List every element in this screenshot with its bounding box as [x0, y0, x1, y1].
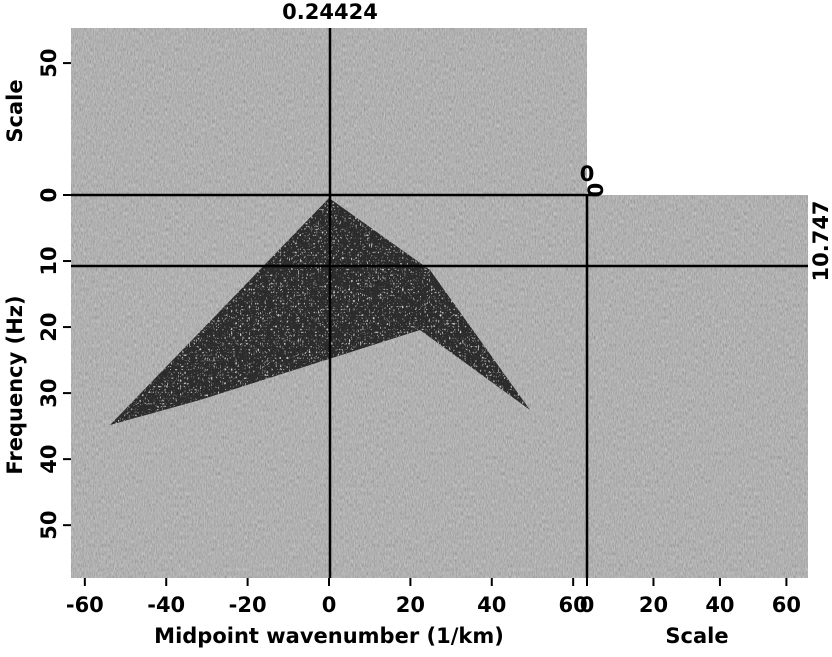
right-tick-label: 20: [639, 593, 668, 617]
top-axis-title: Scale: [3, 79, 27, 142]
y-tick-label: 50: [37, 511, 61, 540]
x-axis-title: Midpoint wavenumber (1/km): [154, 624, 504, 648]
crosshair-x-label: 0.24424: [282, 0, 378, 24]
right-tick-label: 60: [772, 593, 801, 617]
x-tick-label: 0: [322, 593, 337, 617]
y-tick-label: 10: [37, 246, 61, 275]
crosshair-scale-label: 0: [584, 183, 608, 198]
x-tick-label: 20: [396, 593, 425, 617]
image-panels: [71, 28, 808, 578]
y-tick-label: 0: [37, 188, 61, 203]
crosshair-y-label: 10.747: [809, 200, 832, 281]
x-tick-label: -60: [66, 593, 104, 617]
crosshair-scale-label: 0: [580, 162, 595, 186]
x-tick-label: 60: [559, 593, 588, 617]
x-tick-label: -40: [147, 593, 185, 617]
top-tick-label: 0: [37, 188, 61, 203]
right-tick-label: 40: [705, 593, 734, 617]
side-panel: [587, 195, 808, 578]
y-axis-title: Frequency (Hz): [3, 295, 27, 474]
x-tick-label: -20: [229, 593, 267, 617]
x-tick-label: 40: [477, 593, 506, 617]
y-tick-label: 40: [37, 445, 61, 474]
right-tick-label: 0: [580, 593, 595, 617]
y-tick-label: 30: [37, 378, 61, 407]
y-tick-label: 20: [37, 312, 61, 341]
top-tick-label: 50: [37, 48, 61, 77]
right-axis-title: Scale: [665, 624, 728, 648]
